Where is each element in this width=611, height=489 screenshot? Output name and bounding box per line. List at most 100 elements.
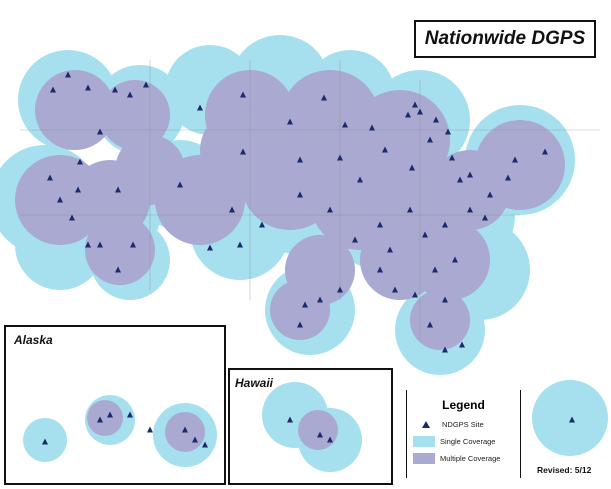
ndgps-site-marker — [287, 118, 293, 125]
ndgps-site-marker — [297, 156, 303, 163]
multiple-coverage-area — [410, 220, 490, 300]
legend-item-site: NDGPS Site — [413, 420, 484, 429]
ndgps-site-marker — [569, 416, 575, 423]
alaska-label: Alaska — [14, 333, 53, 347]
ndgps-site-marker — [112, 86, 118, 93]
legend: Legend NDGPS Site Single Coverage Multip… — [406, 390, 521, 478]
ndgps-site-marker — [143, 81, 149, 88]
multiple-coverage-area — [200, 110, 280, 190]
ndgps-site-marker — [229, 206, 235, 213]
ndgps-site-marker — [337, 154, 343, 161]
single-coverage-area — [532, 380, 608, 456]
ndgps-site-marker — [467, 171, 473, 178]
ndgps-site-marker — [47, 174, 53, 181]
ndgps-site-marker — [107, 411, 113, 418]
ndgps-site-marker — [412, 101, 418, 108]
ndgps-site-marker — [85, 241, 91, 248]
ndgps-site-marker — [97, 128, 103, 135]
ndgps-site-marker — [482, 214, 488, 221]
alaska-inset — [4, 325, 226, 485]
ndgps-site-marker — [97, 241, 103, 248]
ndgps-site-marker — [417, 108, 423, 115]
ndgps-site-marker — [459, 341, 465, 348]
multiple-swatch — [413, 453, 435, 464]
ndgps-site-marker — [237, 241, 243, 248]
ndgps-site-marker — [449, 154, 455, 161]
multiple-coverage-area — [410, 290, 470, 350]
ndgps-site-marker — [197, 104, 203, 111]
ndgps-site-marker — [512, 156, 518, 163]
ndgps-site-marker — [432, 266, 438, 273]
ndgps-site-marker — [442, 296, 448, 303]
ndgps-site-marker — [259, 221, 265, 228]
ndgps-site-marker — [392, 286, 398, 293]
revised-date: Revised: 5/12 — [537, 465, 592, 475]
single-swatch — [413, 436, 435, 447]
ndgps-site-marker — [445, 128, 451, 135]
hawaii-label: Hawaii — [235, 376, 274, 390]
ndgps-site-marker — [467, 206, 473, 213]
ndgps-site-marker — [377, 221, 383, 228]
legend-item-multiple: Multiple Coverage — [413, 453, 500, 464]
ndgps-site-marker — [97, 416, 103, 423]
ndgps-site-marker — [207, 244, 213, 251]
ndgps-site-marker — [427, 136, 433, 143]
ndgps-site-marker — [487, 191, 493, 198]
ndgps-site-marker — [297, 191, 303, 198]
ndgps-site-marker — [412, 291, 418, 298]
ndgps-site-marker — [85, 84, 91, 91]
ndgps-site-marker — [115, 186, 121, 193]
ndgps-site-marker — [147, 426, 153, 433]
multiple-coverage-area — [270, 280, 330, 340]
ndgps-site-marker — [75, 186, 81, 193]
ndgps-site-marker — [352, 236, 358, 243]
ndgps-site-marker — [357, 176, 363, 183]
multiple-coverage-area — [85, 215, 155, 285]
ndgps-site-marker — [177, 181, 183, 188]
ndgps-site-marker — [202, 441, 208, 448]
ndgps-site-marker — [240, 148, 246, 155]
ndgps-site-marker — [542, 148, 548, 155]
ndgps-site-marker — [327, 206, 333, 213]
ndgps-site-marker — [192, 436, 198, 443]
ndgps-site-marker — [57, 196, 63, 203]
ndgps-site-marker — [317, 296, 323, 303]
ndgps-site-marker — [287, 416, 293, 423]
ndgps-site-marker — [317, 431, 323, 438]
ndgps-site-marker — [127, 411, 133, 418]
ndgps-site-marker — [302, 301, 308, 308]
ndgps-site-marker — [405, 111, 411, 118]
ndgps-site-marker — [69, 214, 75, 221]
ndgps-site-marker — [182, 426, 188, 433]
ndgps-site-marker — [427, 321, 433, 328]
ndgps-site-marker — [127, 91, 133, 98]
ndgps-site-marker — [407, 206, 413, 213]
ndgps-site-marker — [342, 121, 348, 128]
ndgps-site-marker — [442, 346, 448, 353]
multiple-coverage-area — [87, 400, 123, 436]
ndgps-site-marker — [505, 174, 511, 181]
ndgps-site-marker — [387, 246, 393, 253]
ndgps-site-marker — [327, 436, 333, 443]
ndgps-site-marker — [297, 321, 303, 328]
ndgps-site-marker — [77, 158, 83, 165]
hawaii-inset — [228, 368, 393, 485]
ndgps-site-marker — [452, 256, 458, 263]
ndgps-site-marker — [409, 164, 415, 171]
legend-item-single: Single Coverage — [413, 436, 495, 447]
ndgps-site-marker — [382, 146, 388, 153]
map-title: Nationwide DGPS — [414, 20, 596, 58]
ndgps-site-marker — [433, 116, 439, 123]
ndgps-site-marker — [50, 86, 56, 93]
multiple-coverage-area — [100, 80, 170, 150]
ndgps-site-marker — [42, 438, 48, 445]
ndgps-site-marker — [65, 71, 71, 78]
legend-title: Legend — [442, 398, 485, 412]
ndgps-site-marker — [422, 231, 428, 238]
ndgps-site-marker — [115, 266, 121, 273]
triangle-icon — [422, 421, 430, 428]
ndgps-site-marker — [337, 286, 343, 293]
multiple-coverage-area — [430, 150, 510, 230]
